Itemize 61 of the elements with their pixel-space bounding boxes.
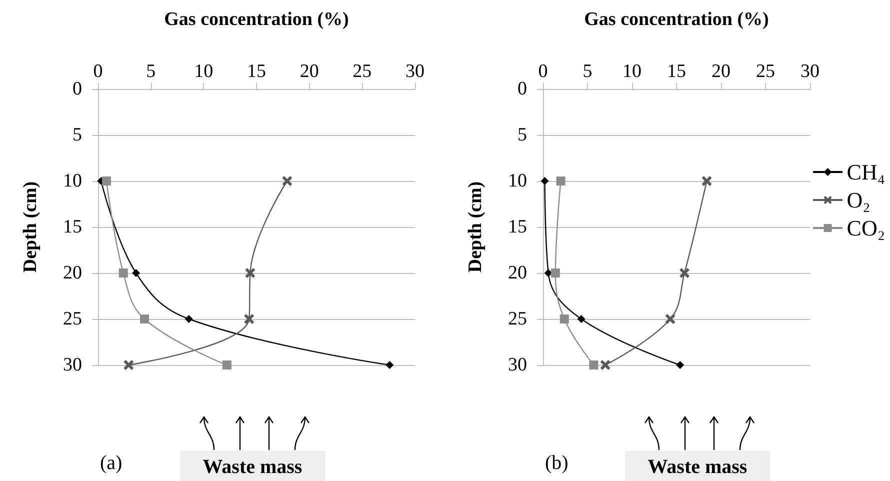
point <box>665 314 676 324</box>
point <box>222 360 232 370</box>
y-tick-label: 20 <box>63 262 82 284</box>
text: Waste mass <box>180 451 325 481</box>
point <box>676 361 684 369</box>
point <box>282 176 292 186</box>
x-tick-label: 15 <box>667 61 686 82</box>
y-tick-label: 10 <box>63 170 82 192</box>
x-axis-title: Gas concentration (%) <box>164 9 349 30</box>
point <box>184 315 193 323</box>
point <box>118 268 128 278</box>
y-tick-label: 10 <box>508 170 527 192</box>
x-tick-label: 20 <box>300 61 319 82</box>
point <box>560 314 569 324</box>
point <box>245 268 256 278</box>
y-tick-label: 5 <box>518 124 527 146</box>
y-tick-label: 5 <box>72 124 82 146</box>
x-tick-label: 0 <box>538 61 548 82</box>
x-axis-title: Gas concentration (%) <box>584 9 769 30</box>
point <box>102 176 111 186</box>
y-tick-label: 0 <box>518 78 527 100</box>
x-tick-label: 5 <box>146 61 156 82</box>
y-tick-label: 30 <box>63 354 82 376</box>
point <box>589 360 598 370</box>
x-tick-label: 25 <box>352 61 372 82</box>
point <box>540 177 549 185</box>
point <box>124 360 134 370</box>
y-tick-label: 15 <box>63 216 82 238</box>
x-tick-label: 30 <box>800 61 820 82</box>
x-tick-label: 30 <box>406 61 424 82</box>
y-axis-title: Depth (cm) <box>465 181 486 273</box>
legend-label: CH₄ <box>846 160 886 184</box>
x-tick-label: 15 <box>247 61 266 82</box>
point <box>702 176 712 186</box>
legend-label: O₂ <box>846 188 870 212</box>
point <box>600 360 610 370</box>
point <box>680 268 690 278</box>
point <box>550 268 560 278</box>
x-tick-label: 20 <box>712 61 730 82</box>
text: (a) <box>100 452 122 475</box>
point <box>556 176 566 186</box>
point <box>140 314 149 324</box>
point <box>577 315 586 323</box>
point <box>386 361 394 369</box>
legend-label: CO₂ <box>846 216 886 240</box>
x-tick-label: 0 <box>93 61 103 82</box>
y-tick-label: 25 <box>63 308 82 330</box>
x-tick-label: 5 <box>582 61 592 82</box>
y-axis-title: Depth (cm) <box>20 181 41 273</box>
point <box>244 314 254 324</box>
y-tick-label: 20 <box>508 262 527 284</box>
x-tick-label: 10 <box>622 61 642 82</box>
x-tick-label: 10 <box>194 61 214 82</box>
y-tick-label: 0 <box>72 78 82 100</box>
text: (b) <box>545 452 568 475</box>
text: Waste mass <box>625 451 770 481</box>
y-tick-label: 25 <box>508 308 527 330</box>
y-tick-label: 15 <box>508 216 527 238</box>
x-tick-label: 25 <box>756 61 775 82</box>
point <box>132 269 140 277</box>
y-tick-label: 30 <box>508 354 527 376</box>
